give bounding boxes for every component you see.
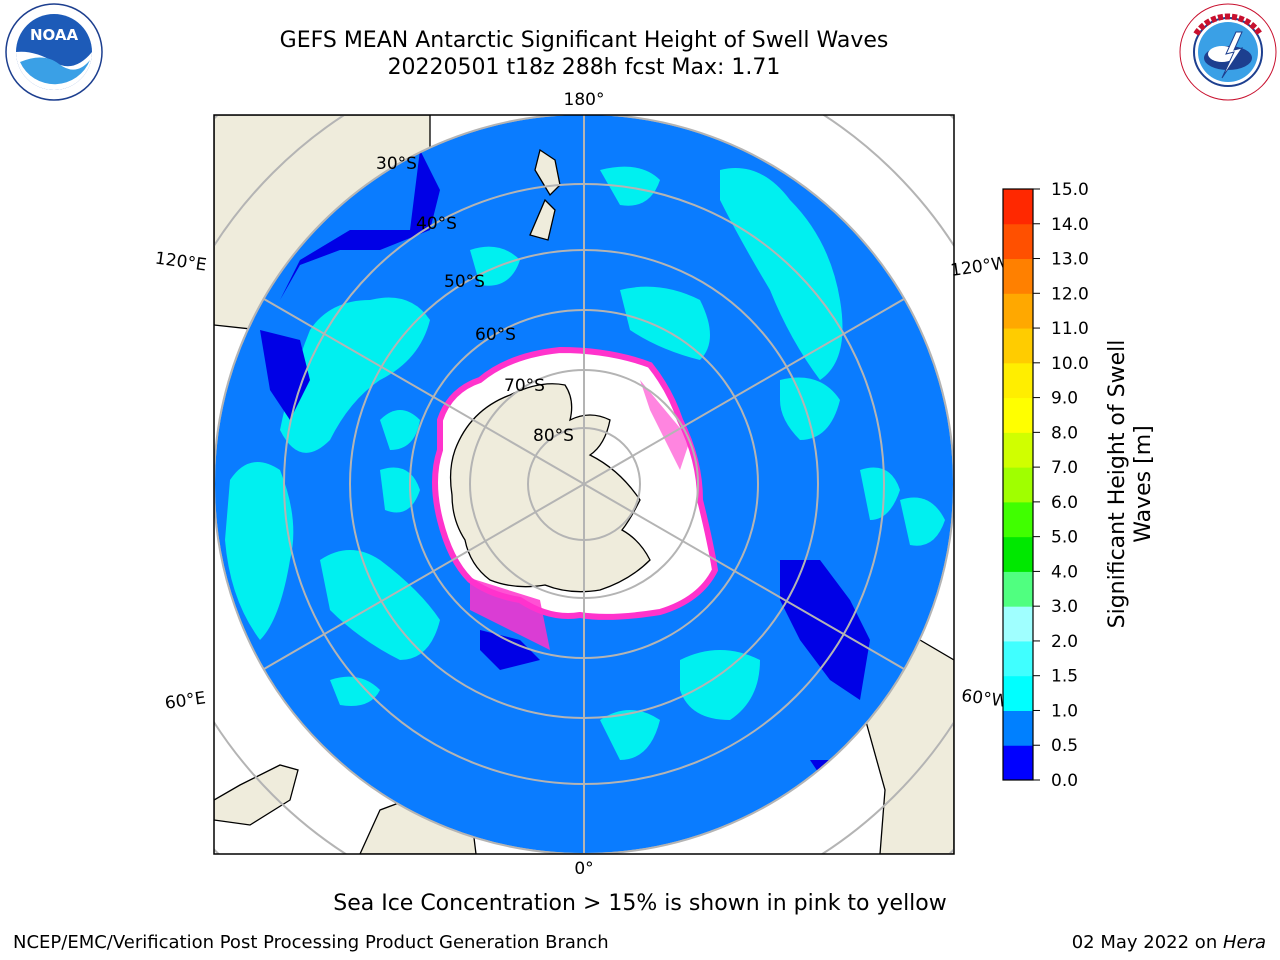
colorbar-segment: [1003, 675, 1033, 711]
colorbar-tick-label: 13.0: [1051, 250, 1089, 270]
colorbar-tick-label: 8.0: [1051, 423, 1078, 443]
colorbar-tick-label: 9.0: [1051, 389, 1078, 409]
colorbar-segment: [1003, 745, 1033, 781]
madagascar-land: [214, 764, 299, 826]
colorbar-tick-label: 0.0: [1051, 771, 1078, 791]
colorbar-label-line2: Waves [m]: [1131, 425, 1156, 542]
nws-logo: [1179, 3, 1277, 101]
colorbar-tick-label: 5.0: [1051, 528, 1078, 548]
colorbar-segment: [1003, 362, 1033, 399]
colorbar-segment: [1003, 293, 1033, 329]
colorbar-segment: [1003, 501, 1033, 538]
colorbar-tick-label: 15.0: [1051, 180, 1089, 200]
footer-branch: NCEP/EMC/Verification Post Processing Pr…: [13, 932, 609, 953]
colorbar-tick-label: 11.0: [1051, 319, 1089, 339]
colorbar-segment: [1003, 258, 1033, 294]
new-zealand-land: [529, 148, 561, 241]
lat-label-50s: 50°S: [444, 272, 485, 292]
colorbar-segment: [1003, 606, 1033, 642]
colorbar-tick-label: 1.0: [1051, 701, 1078, 721]
colorbar-segment: [1003, 223, 1033, 260]
noaa-logo-text: NOAA: [30, 26, 79, 44]
colorbar-tick-label: 7.0: [1051, 458, 1078, 478]
colorbar-tick-label: 3.0: [1051, 597, 1078, 617]
chart-subtitle: 20220501 t18z 288h fcst Max: 1.71: [387, 55, 781, 80]
colorbar-segment: [1003, 397, 1033, 433]
lat-label-30s: 30°S: [376, 154, 417, 174]
lat-label-60s: 60°S: [475, 325, 516, 345]
colorbar-tick-label: 2.0: [1051, 632, 1078, 652]
lon-label-180: 180°: [564, 90, 605, 110]
lon-label-0: 0°: [574, 859, 593, 879]
sea-ice-note: Sea Ice Concentration > 15% is shown in …: [333, 891, 947, 916]
colorbar-segment: [1003, 432, 1033, 468]
lat-label-80s: 80°S: [533, 426, 574, 446]
colorbar-tick-label: 0.5: [1051, 736, 1078, 756]
noaa-logo: NOAA: [5, 3, 103, 101]
footer-host: Hera: [1222, 932, 1266, 953]
colorbar-segment: [1003, 189, 1033, 225]
colorbar-tick-label: 14.0: [1051, 215, 1089, 235]
colorbar-tick-label: 10.0: [1051, 354, 1089, 374]
colorbar-segment: [1003, 536, 1033, 572]
colorbar-label-line1: Significant Height of Swell: [1105, 340, 1130, 629]
colorbar-segment: [1003, 710, 1033, 746]
colorbar-tick-label: 6.0: [1051, 493, 1078, 513]
colorbar-blocks: [1003, 189, 1033, 781]
lat-label-40s: 40°S: [416, 214, 457, 234]
footer-date: 02 May 2022 on Hera: [1072, 932, 1266, 953]
colorbar-tick-label: 4.0: [1051, 562, 1078, 582]
chart-title: GEFS MEAN Antarctic Significant Height o…: [279, 28, 889, 53]
colorbar-segment: [1003, 328, 1033, 364]
colorbar-tick-label: 12.0: [1051, 284, 1089, 304]
colorbar-segment: [1003, 571, 1033, 607]
colorbar-segment: [1003, 467, 1033, 503]
lat-label-70s: 70°S: [504, 376, 545, 396]
colorbar-tick-label: 1.5: [1051, 667, 1078, 687]
footer-date-text: 02 May 2022 on: [1071, 932, 1223, 953]
colorbar-ticks: 15.0 14.0 13.0 12.0 11.0 10.0 9.0 8.0 7.0 6.0 5.0 4…: [1033, 180, 1089, 791]
colorbar-segment: [1003, 640, 1033, 677]
